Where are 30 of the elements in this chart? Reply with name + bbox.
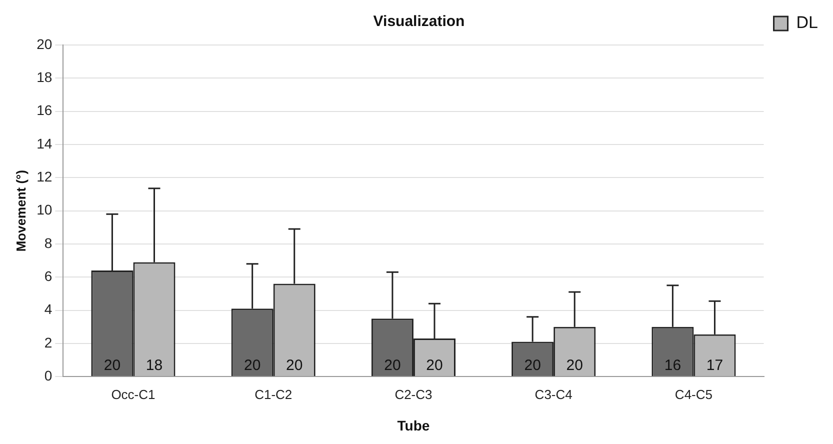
x-tick-label: C1-C2 <box>254 386 292 402</box>
annotation: 16 <box>664 357 682 374</box>
y-tick-label: 2 <box>44 334 52 350</box>
annotation: 20 <box>384 357 401 374</box>
annotation: 20 <box>286 357 303 374</box>
y-tick-label: 14 <box>36 135 52 152</box>
y-tick-label: 10 <box>36 202 52 218</box>
y-tick-label: 0 <box>44 367 52 384</box>
x-tick-label: C4-C5 <box>674 386 712 402</box>
y-tick-label: 18 <box>36 69 52 86</box>
y-tick-label: 6 <box>44 268 52 284</box>
annotation: 20 <box>104 357 121 374</box>
x-axis-title: Tube <box>397 417 430 434</box>
x-tick-label: Occ-C1 <box>111 386 156 402</box>
annotation: 20 <box>524 357 541 374</box>
y-tick-label: 16 <box>36 102 52 118</box>
y-tick-label: 20 <box>36 36 52 52</box>
y-tick-label: 12 <box>36 168 52 184</box>
chart-title: Visualization <box>373 13 465 30</box>
annotation: 20 <box>566 357 583 374</box>
annotation: 20 <box>426 357 443 374</box>
annotation: 18 <box>146 357 163 374</box>
annotation: 17 <box>706 357 724 374</box>
y-axis-title: Movement (°) <box>13 170 28 252</box>
y-tick-label: 4 <box>44 301 52 318</box>
legend-label: DL <box>796 13 818 32</box>
x-tick-label: C2-C3 <box>394 386 432 402</box>
y-tick-label: 8 <box>44 234 52 251</box>
x-tick-label: C3-C4 <box>534 386 572 402</box>
annotation: 20 <box>244 357 261 374</box>
